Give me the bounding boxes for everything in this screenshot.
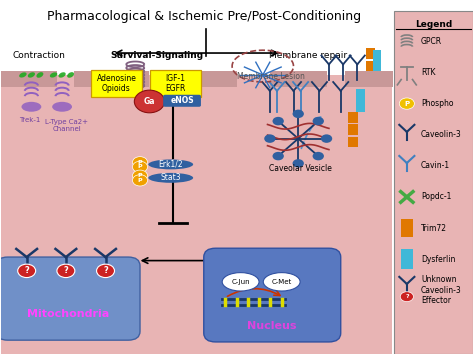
FancyBboxPatch shape [163,95,201,107]
Text: eNOS: eNOS [170,96,194,105]
Text: Pharmacological & Ischemic Pre/Post-Conditioning: Pharmacological & Ischemic Pre/Post-Cond… [47,10,361,22]
Circle shape [292,159,304,168]
Text: C-Jun: C-Jun [231,279,250,285]
Text: Dysferlin: Dysferlin [421,255,456,264]
Text: Trim72: Trim72 [421,224,447,233]
Text: GPCR: GPCR [421,37,442,46]
Bar [0,71,57,87]
Circle shape [273,117,284,125]
Bar [348,112,358,123]
Text: Popdc-1: Popdc-1 [421,192,451,201]
Circle shape [292,110,304,118]
Ellipse shape [21,102,41,112]
Text: Legend: Legend [415,20,452,29]
Ellipse shape [36,72,44,78]
Ellipse shape [28,72,35,78]
Circle shape [264,134,275,143]
Bar [348,137,358,147]
Circle shape [132,157,147,168]
Text: Caveolin-3: Caveolin-3 [421,130,462,139]
Ellipse shape [222,273,259,291]
Bar [0,75,392,354]
Bar [366,48,375,59]
Text: Survival-Signaling: Survival-Signaling [110,51,203,60]
Bar [74,71,100,87]
Ellipse shape [58,72,66,78]
Text: L-Type Ca2+
Channel: L-Type Ca2+ Channel [46,119,88,132]
Ellipse shape [19,72,27,77]
Bar [126,71,149,87]
Ellipse shape [148,159,193,169]
Ellipse shape [148,173,193,183]
Text: Contraction: Contraction [12,51,65,60]
Ellipse shape [50,72,57,77]
Text: RTK: RTK [421,68,436,77]
Circle shape [400,292,413,302]
Text: Adenosine
Opioids: Adenosine Opioids [97,74,137,93]
FancyBboxPatch shape [0,257,140,340]
Text: Membrane repair: Membrane repair [269,51,347,60]
Text: C-Met: C-Met [272,279,292,285]
Circle shape [97,264,115,278]
Text: Ga: Ga [144,97,155,106]
Ellipse shape [67,72,74,78]
FancyBboxPatch shape [150,70,201,97]
Text: P: P [404,100,410,106]
Bar [346,71,392,87]
FancyBboxPatch shape [91,70,142,97]
Text: Membrane Lesion: Membrane Lesion [237,72,305,81]
Text: ?: ? [103,266,108,275]
Text: Mitochondria: Mitochondria [27,308,109,319]
Circle shape [399,98,414,109]
Circle shape [132,170,147,181]
Bar [356,89,365,112]
Ellipse shape [263,273,300,291]
Text: P: P [138,173,142,178]
Text: P: P [138,164,142,169]
Bar [401,249,413,269]
Text: IGF-1
EGFR: IGF-1 EGFR [165,74,186,93]
Circle shape [312,117,324,125]
Text: ?: ? [64,266,68,275]
Circle shape [132,161,147,173]
Circle shape [321,134,332,143]
Text: P: P [138,178,142,183]
Text: P: P [138,160,142,165]
Text: Stat3: Stat3 [160,173,181,182]
Circle shape [57,264,75,278]
Ellipse shape [52,102,72,112]
Text: Nucleus: Nucleus [247,321,297,331]
Bar [348,125,358,135]
Circle shape [132,175,147,186]
Bar [373,50,382,71]
Circle shape [273,152,284,160]
Bar [393,11,473,354]
Text: Phospho: Phospho [421,99,454,108]
Text: ?: ? [405,294,409,299]
Bar [270,71,327,87]
Text: Trek-1: Trek-1 [19,118,41,124]
Text: Erk1/2: Erk1/2 [158,160,183,169]
Bar [192,71,237,87]
Text: Unknown
Caveolin-3
Effector: Unknown Caveolin-3 Effector [421,275,462,305]
Circle shape [18,264,36,278]
Circle shape [312,152,324,160]
Bar [366,61,375,71]
Circle shape [134,90,164,113]
Text: Cavin-1: Cavin-1 [421,161,450,170]
Bar [401,219,413,237]
Text: ?: ? [24,266,29,275]
Text: Caveolar Vesicle: Caveolar Vesicle [269,164,332,173]
FancyBboxPatch shape [204,248,341,342]
